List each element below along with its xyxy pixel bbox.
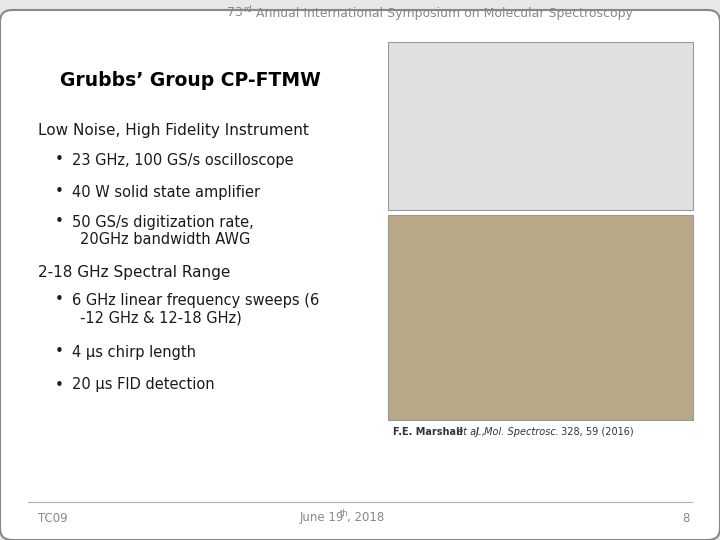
Text: •: •: [55, 293, 64, 307]
Text: •: •: [55, 152, 64, 167]
FancyBboxPatch shape: [0, 10, 720, 540]
Text: 2-18 GHz Spectral Range: 2-18 GHz Spectral Range: [38, 265, 230, 280]
Text: June 19: June 19: [300, 511, 344, 524]
Text: Annual International Symposium on Molecular Spectroscopy: Annual International Symposium on Molecu…: [252, 6, 633, 19]
Text: 20 μs FID detection: 20 μs FID detection: [72, 377, 215, 393]
Text: J. Mol. Spectrosc.: J. Mol. Spectrosc.: [476, 427, 560, 437]
Text: -12 GHz & 12-18 GHz): -12 GHz & 12-18 GHz): [80, 310, 242, 326]
Text: 20GHz bandwidth AWG: 20GHz bandwidth AWG: [80, 233, 251, 247]
Text: F.E. Marshall: F.E. Marshall: [393, 427, 463, 437]
Text: et al.,: et al.,: [454, 427, 488, 437]
Text: 4 μs chirp length: 4 μs chirp length: [72, 345, 196, 360]
Text: 328, 59 (2016): 328, 59 (2016): [558, 427, 634, 437]
Text: 8: 8: [682, 511, 689, 524]
FancyBboxPatch shape: [388, 215, 693, 420]
Text: •: •: [55, 345, 64, 360]
Text: •: •: [55, 185, 64, 199]
Text: •: •: [55, 377, 64, 393]
Text: TC09: TC09: [38, 511, 68, 524]
Text: rd: rd: [243, 5, 252, 15]
Text: 23 GHz, 100 GS/s oscilloscope: 23 GHz, 100 GS/s oscilloscope: [72, 152, 294, 167]
Text: •: •: [55, 214, 64, 230]
FancyBboxPatch shape: [388, 42, 693, 210]
Text: Grubbs’ Group CP-FTMW: Grubbs’ Group CP-FTMW: [60, 71, 320, 90]
Text: 50 GS/s digitization rate,: 50 GS/s digitization rate,: [72, 214, 253, 230]
Text: , 2018: , 2018: [347, 511, 384, 524]
Text: th: th: [340, 510, 348, 518]
Text: 40 W solid state amplifier: 40 W solid state amplifier: [72, 185, 260, 199]
Text: Low Noise, High Fidelity Instrument: Low Noise, High Fidelity Instrument: [38, 123, 309, 138]
Text: 73: 73: [227, 6, 243, 19]
Text: 6 GHz linear frequency sweeps (6: 6 GHz linear frequency sweeps (6: [72, 293, 319, 307]
